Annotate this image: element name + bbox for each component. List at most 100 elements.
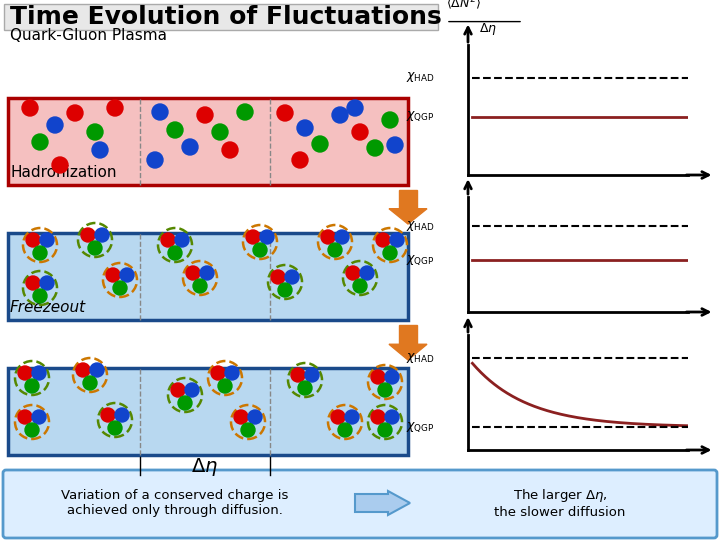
Bar: [400, 325, 417, 345]
Text: Quark-Gluon Plasma: Quark-Gluon Plasma: [10, 28, 167, 43]
Circle shape: [353, 279, 367, 293]
Circle shape: [346, 266, 360, 280]
Circle shape: [40, 276, 54, 290]
Circle shape: [260, 230, 274, 244]
Circle shape: [33, 246, 47, 260]
Circle shape: [47, 117, 63, 133]
Circle shape: [101, 408, 115, 422]
Circle shape: [186, 266, 200, 280]
Circle shape: [120, 268, 134, 282]
Polygon shape: [389, 345, 427, 360]
Circle shape: [52, 157, 68, 173]
Text: $\chi_{\mathrm{QGP}}$: $\chi_{\mathrm{QGP}}$: [406, 110, 435, 123]
Circle shape: [88, 241, 102, 255]
Circle shape: [291, 368, 305, 382]
Circle shape: [83, 376, 97, 390]
Text: Time Evolution of Fluctuations: Time Evolution of Fluctuations: [10, 5, 442, 29]
Circle shape: [298, 381, 312, 395]
Text: Freezeout: Freezeout: [10, 300, 86, 315]
FancyBboxPatch shape: [4, 4, 438, 30]
Circle shape: [371, 370, 385, 384]
Text: $\Delta\eta$: $\Delta\eta$: [719, 306, 720, 323]
Circle shape: [178, 396, 192, 410]
Circle shape: [185, 383, 199, 397]
Circle shape: [378, 383, 392, 397]
Circle shape: [26, 276, 40, 290]
Circle shape: [81, 228, 95, 242]
Text: $\Delta\eta$: $\Delta\eta$: [719, 444, 720, 461]
Circle shape: [113, 281, 127, 295]
Text: The larger $\Delta\eta$,
the slower diffusion: The larger $\Delta\eta$, the slower diff…: [495, 487, 626, 519]
Circle shape: [222, 142, 238, 158]
Circle shape: [332, 107, 348, 123]
Text: $\langle \Delta N^2 \rangle$: $\langle \Delta N^2 \rangle$: [446, 0, 481, 12]
Text: $\chi_{\mathrm{QGP}}$: $\chi_{\mathrm{QGP}}$: [406, 253, 435, 267]
Circle shape: [40, 233, 54, 247]
Circle shape: [305, 368, 319, 382]
Circle shape: [338, 423, 352, 437]
Circle shape: [87, 124, 103, 140]
Circle shape: [26, 233, 40, 247]
Circle shape: [193, 279, 207, 293]
Circle shape: [225, 366, 239, 380]
Circle shape: [106, 268, 120, 282]
Circle shape: [285, 270, 299, 284]
Circle shape: [390, 233, 404, 247]
Text: Hadronization: Hadronization: [10, 165, 117, 180]
FancyBboxPatch shape: [3, 470, 717, 538]
Text: Variation of a conserved charge is
achieved only through diffusion.: Variation of a conserved charge is achie…: [61, 489, 289, 517]
Circle shape: [92, 142, 108, 158]
Circle shape: [212, 124, 228, 140]
Circle shape: [371, 410, 385, 424]
FancyArrow shape: [355, 491, 410, 515]
Circle shape: [167, 122, 183, 138]
Circle shape: [248, 410, 262, 424]
Circle shape: [345, 410, 359, 424]
Text: $\Delta\eta$: $\Delta\eta$: [192, 456, 219, 478]
Text: $\chi_{\mathrm{HAD}}$: $\chi_{\mathrm{HAD}}$: [406, 351, 435, 365]
Circle shape: [76, 363, 90, 377]
Circle shape: [147, 152, 163, 168]
Circle shape: [108, 421, 122, 435]
Circle shape: [32, 410, 46, 424]
Polygon shape: [389, 208, 427, 224]
Circle shape: [352, 124, 368, 140]
Circle shape: [182, 139, 198, 155]
Circle shape: [385, 370, 399, 384]
Circle shape: [378, 423, 392, 437]
Circle shape: [67, 105, 83, 121]
Circle shape: [218, 379, 232, 393]
Circle shape: [331, 410, 345, 424]
Text: $\Delta\eta$: $\Delta\eta$: [479, 21, 497, 37]
Circle shape: [90, 363, 104, 377]
Circle shape: [335, 230, 349, 244]
Bar: [8, 368, 408, 455]
Circle shape: [292, 152, 308, 168]
Circle shape: [237, 104, 253, 120]
Circle shape: [171, 383, 185, 397]
Circle shape: [32, 134, 48, 150]
Circle shape: [277, 105, 293, 121]
Circle shape: [161, 233, 175, 247]
Circle shape: [33, 289, 47, 303]
Bar: [8, 98, 408, 185]
Circle shape: [278, 283, 292, 297]
Circle shape: [18, 366, 32, 380]
Circle shape: [241, 423, 255, 437]
Circle shape: [197, 107, 213, 123]
Circle shape: [387, 137, 403, 153]
Circle shape: [297, 120, 313, 136]
Circle shape: [360, 266, 374, 280]
Circle shape: [200, 266, 214, 280]
Circle shape: [25, 423, 39, 437]
Circle shape: [328, 243, 342, 257]
Circle shape: [367, 140, 383, 156]
Circle shape: [211, 366, 225, 380]
Circle shape: [18, 410, 32, 424]
Circle shape: [115, 408, 129, 422]
Circle shape: [246, 230, 260, 244]
Bar: [400, 190, 417, 208]
Circle shape: [271, 270, 285, 284]
Circle shape: [383, 246, 397, 260]
Circle shape: [376, 233, 390, 247]
